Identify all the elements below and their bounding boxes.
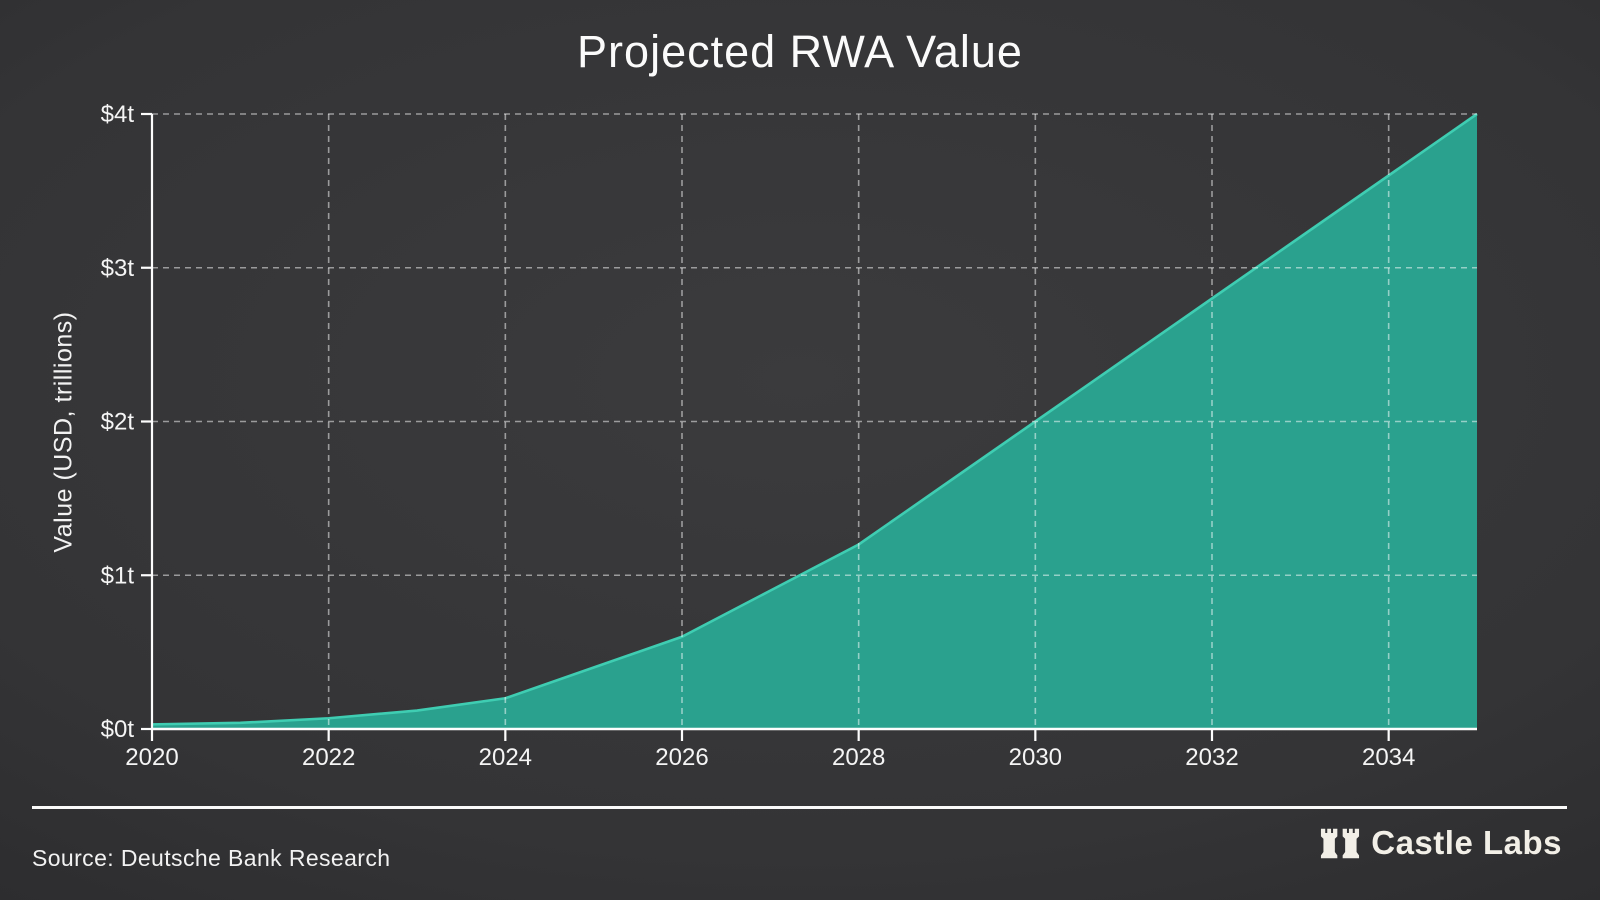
x-tick-label: 2024: [479, 744, 532, 771]
axes: [141, 112, 1477, 741]
tick-labels: $0t $1t $2t $3t $4t 2020 2022 2024 2026 2028 2030 2…: [101, 101, 1416, 771]
x-tick-label: 2028: [832, 744, 885, 771]
gridlines: [152, 113, 1477, 729]
x-tick-label: 2020: [125, 744, 178, 771]
y-tick-label: $0t: [101, 716, 135, 743]
castle-icon: [1321, 828, 1360, 859]
y-tick-label: $3t: [101, 255, 135, 282]
x-tick-label: 2032: [1185, 744, 1238, 771]
x-tick-label: 2034: [1362, 744, 1415, 771]
x-tick-label: 2022: [302, 744, 355, 771]
brand-name: Castle Labs: [1371, 824, 1562, 861]
y-tick-label: $1t: [101, 562, 135, 589]
source-text: Source: Deutsche Bank Research: [32, 845, 391, 871]
chart-title: Projected RWA Value: [577, 26, 1023, 77]
x-tick-label: 2030: [1009, 744, 1062, 771]
y-tick-label: $4t: [101, 101, 135, 128]
brand-logo: Castle Labs: [1320, 824, 1562, 862]
x-tick-label: 2026: [655, 744, 708, 771]
footer-divider: [32, 806, 1567, 809]
y-tick-label: $2t: [101, 409, 135, 436]
